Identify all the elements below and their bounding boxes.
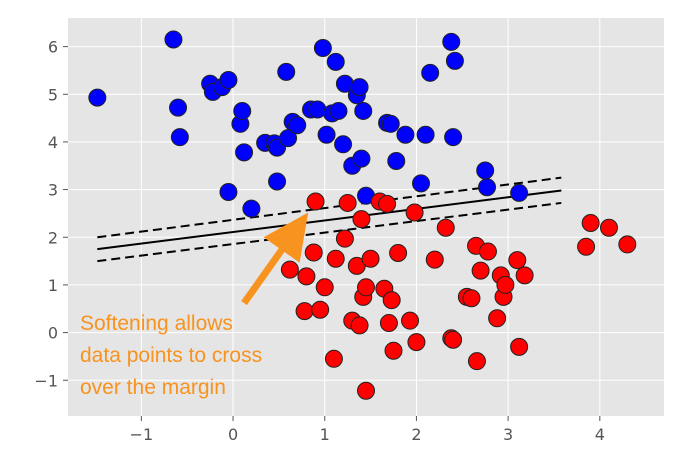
blue-data-point [268,172,287,191]
red-data-point [324,349,343,368]
red-data-point [508,251,527,270]
blue-data-point [421,63,440,82]
y-tick-label: 0 [48,324,58,343]
red-data-point [338,193,357,212]
y-tick-label: 4 [48,133,58,152]
blue-data-point [233,101,252,120]
red-data-point [510,337,529,356]
y-tick-label: −1 [34,371,58,390]
blue-data-point [387,151,406,170]
blue-data-point [277,62,296,81]
red-data-point [478,242,497,261]
blue-data-point [350,78,369,97]
y-tick-label: 2 [48,228,58,247]
red-data-point [389,243,408,262]
blue-data-point [169,98,188,117]
blue-data-point [396,125,415,144]
red-data-point [378,194,397,213]
annotation-line-1: Softening allows [80,312,233,335]
red-data-point [599,218,618,237]
red-data-point [350,316,369,335]
blue-data-point [219,182,238,201]
annotation-line-3: over the margin [80,376,226,399]
blue-data-point [476,161,495,180]
red-data-point [462,289,481,308]
red-data-point [280,260,299,279]
blue-data-point [329,101,348,120]
red-data-point [496,275,515,294]
blue-data-point [219,70,238,89]
blue-data-point [354,101,373,120]
red-data-point [297,267,316,286]
red-data-point [425,250,444,269]
red-data-point [315,278,334,297]
red-data-point [444,330,463,349]
red-data-point [405,203,424,222]
blue-data-point [416,125,435,144]
red-data-point [295,302,314,321]
red-data-point [382,291,401,310]
blue-data-point [242,199,261,218]
red-data-point [471,261,490,280]
margin-lines [97,176,562,263]
red-data-point [304,243,323,262]
red-data-point [488,309,507,328]
blue-data-point [478,178,497,197]
y-axis: −1 0 1 2 3 4 5 6 [34,38,68,390]
margin-line [97,176,562,239]
x-tick-label: 4 [595,425,605,444]
x-axis: −1 0 1 2 3 4 [130,416,605,444]
arrow-shape [241,212,309,306]
red-data-point [407,333,426,352]
red-data-point [401,311,420,330]
annotation-line-2: data points to cross [80,344,262,367]
blue-data-point [326,52,345,71]
y-tick-label: 5 [48,85,58,104]
blue-data-point [352,149,371,168]
red-data-point [436,218,455,237]
blue-data-point [444,128,463,147]
blue-data-point [88,88,107,107]
x-tick-label: −1 [130,425,154,444]
y-tick-label: 3 [48,181,58,200]
red-data-point [311,300,330,319]
red-data-point [384,341,403,360]
red-data-point [357,278,375,297]
red-data-point [335,229,354,248]
blue-data-point [313,39,332,58]
blue-data-point [288,116,307,135]
x-tick-label: 2 [411,425,421,444]
blue-data-point [317,125,336,144]
y-tick-label: 6 [48,38,58,57]
blue-data-point [445,51,464,70]
red-data-point [326,249,345,268]
blue-data-point [442,32,461,51]
annotation-arrow [241,212,309,306]
blue-data-point [510,183,529,202]
x-tick-label: 1 [320,425,330,444]
blue-data-point [170,128,189,147]
red-data-point [306,192,325,211]
red-data-point [467,352,486,371]
red-data-point [618,235,637,254]
blue-data-point [412,174,431,193]
red-data-point [577,237,596,256]
x-tick-label: 0 [228,425,238,444]
red-data-point [515,266,534,285]
red-data-point [352,210,371,229]
x-tick-label: 3 [503,425,513,444]
red-data-point [581,213,600,232]
data-points [88,30,637,400]
margin-line [97,201,562,263]
red-data-point [357,381,375,400]
decision-boundary-line [97,189,562,251]
blue-data-point [381,114,400,133]
blue-data-point [235,143,254,162]
blue-data-point [164,30,183,49]
red-data-point [379,314,398,333]
blue-data-point [334,135,353,154]
y-tick-label: 1 [48,276,58,295]
red-data-point [361,249,380,268]
